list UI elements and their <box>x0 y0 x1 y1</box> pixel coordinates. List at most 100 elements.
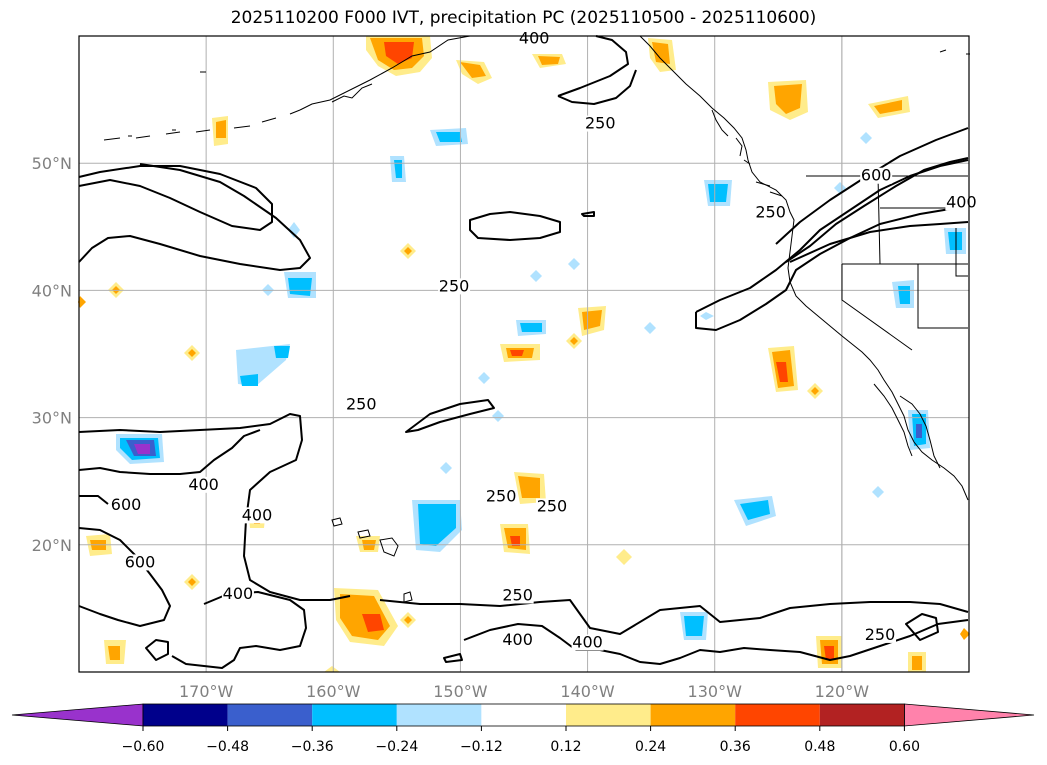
colorbar-segment <box>143 704 228 726</box>
contour-label-bg <box>241 507 273 524</box>
ivt-ar-250 <box>695 159 969 313</box>
contour-label-bg <box>124 554 157 571</box>
colorbar-segment <box>566 704 651 726</box>
ivt-contour-250-north <box>557 35 637 105</box>
contour-label-bg <box>501 632 534 649</box>
colorbar-tick-label: 0.60 <box>889 739 920 755</box>
alaska-peninsula-coast <box>331 83 373 103</box>
contour-label: 600 <box>111 495 142 514</box>
ivt-ar-400-outer <box>775 127 969 245</box>
lon-tick-label: 120°W <box>815 682 870 701</box>
contour-label: 600 <box>125 552 156 571</box>
colorbar-tick-label: −0.24 <box>375 739 418 755</box>
colorbar-tick-label: −0.60 <box>122 739 165 755</box>
longitude-labels: 170°W 160°W 150°W 140°W 130°W 120°W <box>179 682 869 701</box>
contour-label-bg <box>584 115 617 132</box>
colorbar-extend-min <box>11 703 144 727</box>
ivt-contour-400-south <box>171 591 307 669</box>
precip-negative-dot <box>288 222 300 238</box>
ivt-ar-250-lower <box>695 205 969 331</box>
contour-label: 250 <box>865 625 896 644</box>
precip-negative-blob <box>394 160 402 178</box>
precip-anomaly-fills <box>78 36 970 672</box>
colorbar-tick-label: 0.36 <box>720 739 751 755</box>
contour-label: 250 <box>486 486 517 505</box>
precip-negative-dot <box>568 258 580 270</box>
ivt-contour-250-small <box>405 399 495 433</box>
precip-positive-blob <box>874 100 902 114</box>
map-frame <box>78 35 970 673</box>
contour-label-bg <box>221 586 254 603</box>
colorbar-segment <box>227 704 313 726</box>
lon-tick-label: 140°W <box>560 682 615 701</box>
ivt-contours <box>78 35 969 669</box>
alaska-coastline <box>299 35 471 111</box>
precip-positive-blob <box>912 656 922 670</box>
precip-positive-blob <box>824 646 834 660</box>
ivt-contour-250-south <box>379 599 969 635</box>
colorbar-tick-labels: −0.60 −0.48 −0.36 −0.24 −0.12 0.12 0.24 0.36 0.4… <box>122 726 920 755</box>
ivt-contour-600-southwest <box>78 429 261 505</box>
lat-tick-label: 40°N <box>32 281 72 300</box>
ivt-contour-400 <box>78 163 311 271</box>
map-title: 2025110200 F000 IVT, precipitation PC (2… <box>230 8 817 28</box>
baja-gulf-coast <box>899 395 941 469</box>
map-gridlines <box>79 36 969 672</box>
precip-positive-dot <box>404 247 412 255</box>
colorbar-tick-label: −0.12 <box>460 739 503 755</box>
contour-label-bg <box>345 396 378 413</box>
contour-label-bg <box>864 626 896 643</box>
baja-california-coast <box>873 383 913 457</box>
contour-label-bg <box>518 30 551 47</box>
colorbar-extend-max <box>904 703 1035 727</box>
precip-negative-dot <box>860 132 872 144</box>
contour-label: 250 <box>346 395 377 414</box>
ivt-contour-600-south <box>78 527 171 627</box>
ivt-contour-small-loop <box>145 639 169 661</box>
ivt-ar-400-inner <box>789 221 969 263</box>
contour-label: 400 <box>502 630 533 649</box>
contour-label-bg <box>571 634 604 651</box>
precip-negative-dot <box>492 410 504 422</box>
colorbar-segment <box>312 704 397 726</box>
precip-positive-blob <box>510 536 520 546</box>
contour-label-bg <box>754 204 787 221</box>
precip-negative-blob <box>740 500 770 520</box>
ivt-contour-small-loop <box>905 613 939 641</box>
precip-negative-blob <box>684 616 704 636</box>
precip-positive-dot <box>188 578 196 586</box>
contour-label-bg <box>110 497 143 514</box>
contour-label-bg <box>860 167 893 184</box>
precip-positive-blob <box>774 84 802 114</box>
precip-positive-dot <box>404 616 412 624</box>
lat-tick-label: 50°N <box>32 154 72 173</box>
precip-negative-blob <box>948 232 962 250</box>
state-borders <box>841 175 968 351</box>
contour-label: 400 <box>188 475 219 494</box>
precip-positive-blob <box>518 476 540 498</box>
precip-positive-blob <box>108 646 120 660</box>
lon-tick-label: 170°W <box>179 682 234 701</box>
contour-label-bg <box>485 488 518 505</box>
contour-label: 250 <box>537 496 568 515</box>
alaska-coastline <box>103 109 301 141</box>
precip-negative-blob <box>708 184 728 202</box>
precip-positive-dot <box>78 296 86 308</box>
precip-positive-dot <box>570 337 578 345</box>
ivt-contour-400-southwest <box>78 413 351 601</box>
lon-tick-label: 150°W <box>433 682 488 701</box>
colorbar-segment <box>396 704 482 726</box>
ivt-contour-small-loop <box>443 653 463 663</box>
contour-label: 250 <box>585 114 616 133</box>
colorbar <box>11 703 1035 727</box>
ivt-contour-400-south-east <box>463 619 969 665</box>
contour-label: 400 <box>519 28 550 47</box>
precip-positive-blob <box>652 42 670 64</box>
contour-label: 400 <box>223 584 254 603</box>
ivt-contour-250-mid <box>469 211 561 241</box>
lon-tick-label: 130°W <box>688 682 743 701</box>
colorbar-tick-label: −0.36 <box>291 739 334 755</box>
contour-label-bg <box>501 587 534 604</box>
precip-positive-blob <box>362 614 384 632</box>
